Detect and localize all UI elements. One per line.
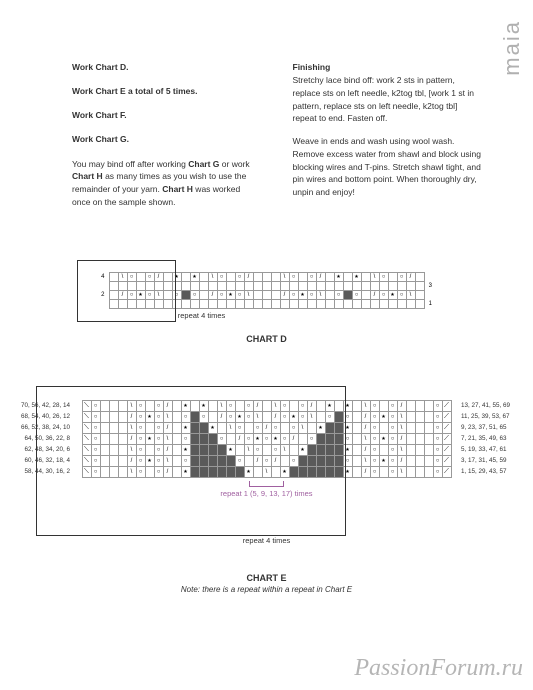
chart-d-grid: 4 3 2 (100, 272, 433, 309)
instr-f: Work Chart F. (72, 110, 261, 122)
left-column: Work Chart D. Work Chart E a total of 5 … (72, 62, 261, 209)
chart-e-note: Note: there is a repeat within a repeat … (0, 585, 533, 594)
chart-d: 4 3 2 (0, 272, 533, 344)
chart-e-title: CHART E (0, 573, 533, 583)
finishing-heading: Finishing (293, 62, 482, 72)
finishing-p2: Weave in ends and wash using wool wash. … (293, 135, 482, 199)
instruction-columns: Work Chart D. Work Chart E a total of 5 … (72, 62, 481, 209)
chart-d-title: CHART D (0, 334, 533, 344)
chart-e-inner-bracket (249, 481, 284, 487)
chart-e-inner-repeat: repeat 1 (5, 9, 13, 17) times (0, 489, 533, 498)
chart-d-repeat-label: repeat 4 times (0, 311, 533, 320)
finishing-p1: Stretchy lace bind off: work 2 sts in pa… (293, 74, 482, 125)
instr-g: Work Chart G. (72, 134, 261, 146)
chart-e: 70, 56, 42, 28, 14 68, 54, 40, 26, 12 66… (0, 400, 533, 594)
chart-e-outer-repeat: repeat 4 times (0, 536, 533, 545)
instr-d: Work Chart D. (72, 62, 261, 74)
instr-e: Work Chart E a total of 5 times. (72, 86, 261, 98)
instr-body: You may bind off after working Chart G o… (72, 158, 261, 209)
chart-e-grid (82, 400, 452, 478)
watermark: PassionForum.ru (354, 655, 523, 682)
right-column: Finishing Stretchy lace bind off: work 2… (293, 62, 482, 209)
brand-label: maia (499, 20, 525, 76)
